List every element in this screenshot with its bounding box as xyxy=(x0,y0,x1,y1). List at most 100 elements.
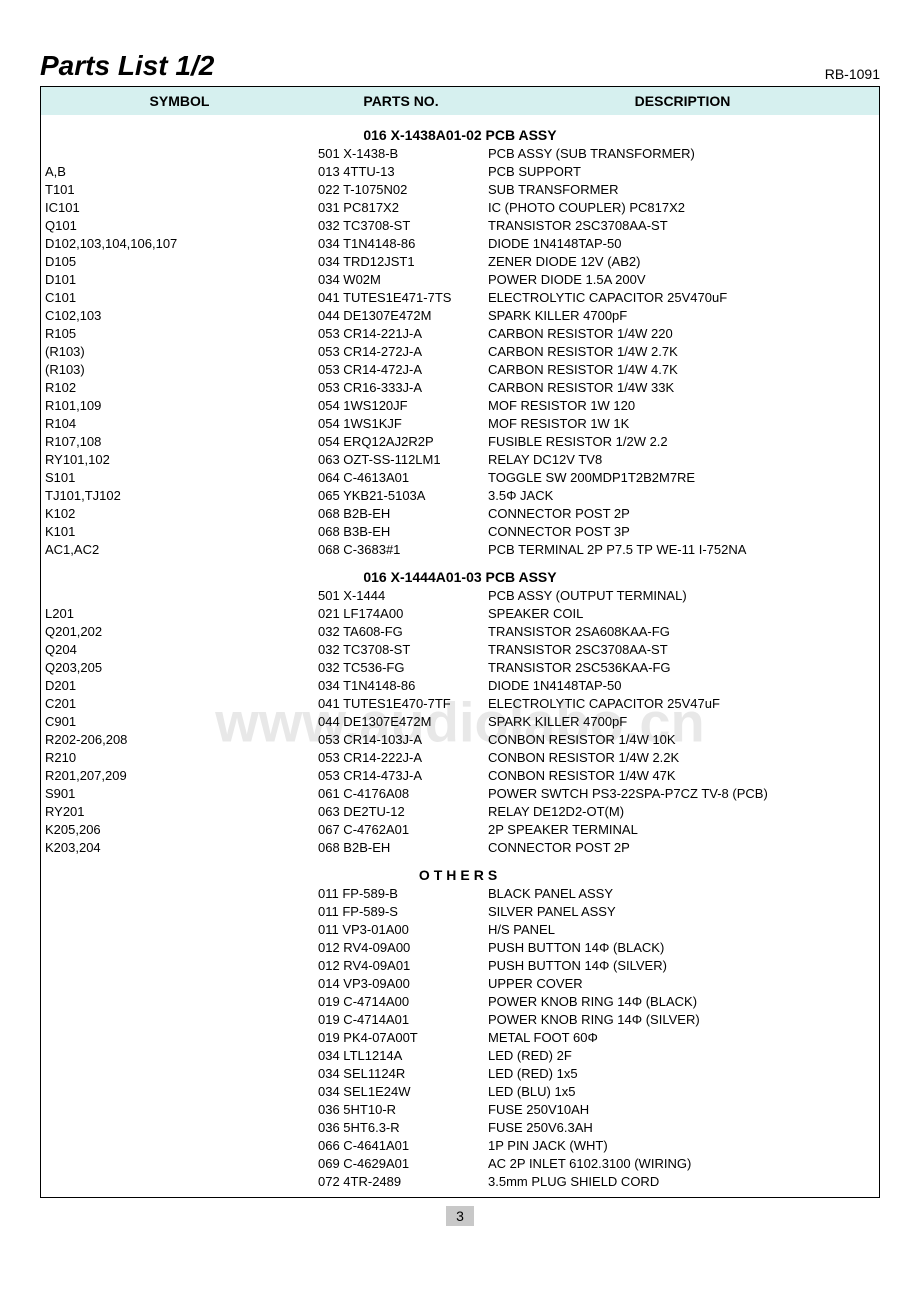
table-row: R102053 CR16-333J-ACARBON RESISTOR 1/4W … xyxy=(41,379,879,397)
cell-symbol: RY101,102 xyxy=(43,451,318,469)
cell-symbol: R202-206,208 xyxy=(43,731,318,749)
cell-desc: BLACK PANEL ASSY xyxy=(488,885,877,903)
cell-part: 041 TUTES1E471-7TS xyxy=(318,289,488,307)
cell-symbol: TJ101,TJ102 xyxy=(43,487,318,505)
col-description: DESCRIPTION xyxy=(635,93,731,109)
cell-symbol xyxy=(43,993,318,1011)
cell-part: 041 TUTES1E470-7TF xyxy=(318,695,488,713)
cell-part: 054 ERQ12AJ2R2P xyxy=(318,433,488,451)
table-row: S901061 C-4176A08POWER SWTCH PS3-22SPA-P… xyxy=(41,785,879,803)
cell-part: 032 TC3708-ST xyxy=(318,641,488,659)
table-row: 011 VP3-01A00H/S PANEL xyxy=(41,921,879,939)
table-row: 072 4TR-24893.5mm PLUG SHIELD CORD xyxy=(41,1173,879,1191)
cell-symbol: C102,103 xyxy=(43,307,318,325)
cell-part: 053 CR16-333J-A xyxy=(318,379,488,397)
table-row: C102,103044 DE1307E472MSPARK KILLER 4700… xyxy=(41,307,879,325)
cell-symbol xyxy=(43,1065,318,1083)
cell-symbol: Q203,205 xyxy=(43,659,318,677)
cell-part: 068 B2B-EH xyxy=(318,505,488,523)
cell-part: 501 X-1444 xyxy=(318,587,488,605)
table-row: Q203,205032 TC536-FGTRANSISTOR 2SC536KAA… xyxy=(41,659,879,677)
cell-desc: ELECTROLYTIC CAPACITOR 25V470uF xyxy=(488,289,877,307)
cell-part: 014 VP3-09A00 xyxy=(318,975,488,993)
table-row: RY201063 DE2TU-12RELAY DE12D2-OT(M) xyxy=(41,803,879,821)
table-row: 011 FP-589-SSILVER PANEL ASSY xyxy=(41,903,879,921)
cell-symbol: R101,109 xyxy=(43,397,318,415)
cell-symbol xyxy=(43,1011,318,1029)
table-row: A,B013 4TTU-13PCB SUPPORT xyxy=(41,163,879,181)
cell-part: 068 B3B-EH xyxy=(318,523,488,541)
cell-part: 054 1WS120JF xyxy=(318,397,488,415)
cell-symbol xyxy=(43,903,318,921)
cell-part: 022 T-1075N02 xyxy=(318,181,488,199)
cell-desc: MOF RESISTOR 1W 1K xyxy=(488,415,877,433)
cell-symbol: D105 xyxy=(43,253,318,271)
cell-desc: TRANSISTOR 2SC536KAA-FG xyxy=(488,659,877,677)
table-row: R202-206,208053 CR14-103J-ACONBON RESIST… xyxy=(41,731,879,749)
cell-part: 032 TC3708-ST xyxy=(318,217,488,235)
cell-part: 013 4TTU-13 xyxy=(318,163,488,181)
table-row: T101022 T-1075N02SUB TRANSFORMER xyxy=(41,181,879,199)
cell-desc: POWER DIODE 1.5A 200V xyxy=(488,271,877,289)
cell-desc: CONNECTOR POST 2P xyxy=(488,505,877,523)
cell-desc: CARBON RESISTOR 1/4W 220 xyxy=(488,325,877,343)
table-row: 501 X-1438-BPCB ASSY (SUB TRANSFORMER) xyxy=(41,145,879,163)
cell-symbol: (R103) xyxy=(43,343,318,361)
cell-desc: LED (BLU) 1x5 xyxy=(488,1083,877,1101)
cell-symbol xyxy=(43,1137,318,1155)
cell-symbol xyxy=(43,1119,318,1137)
table-row: RY101,102063 OZT-SS-112LM1RELAY DC12V TV… xyxy=(41,451,879,469)
cell-symbol: S101 xyxy=(43,469,318,487)
cell-symbol: RY201 xyxy=(43,803,318,821)
cell-part: 032 TA608-FG xyxy=(318,623,488,641)
cell-part: 019 C-4714A01 xyxy=(318,1011,488,1029)
cell-symbol: IC101 xyxy=(43,199,318,217)
model-number: RB-1091 xyxy=(825,66,880,82)
cell-part: 044 DE1307E472M xyxy=(318,307,488,325)
footer: 3 xyxy=(40,1206,880,1226)
table-row: 012 RV4-09A00PUSH BUTTON 14Φ (BLACK) xyxy=(41,939,879,957)
page-number: 3 xyxy=(446,1206,474,1226)
cell-part: 034 SEL1E24W xyxy=(318,1083,488,1101)
cell-symbol: R105 xyxy=(43,325,318,343)
table-row: 019 C-4714A01POWER KNOB RING 14Φ (SILVER… xyxy=(41,1011,879,1029)
cell-symbol xyxy=(43,1101,318,1119)
cell-part: 032 TC536-FG xyxy=(318,659,488,677)
cell-symbol xyxy=(43,885,318,903)
table-row: 501 X-1444PCB ASSY (OUTPUT TERMINAL) xyxy=(41,587,879,605)
table-row: 019 C-4714A00POWER KNOB RING 14Φ (BLACK) xyxy=(41,993,879,1011)
cell-desc: DIODE 1N4148TAP-50 xyxy=(488,235,877,253)
cell-desc: METAL FOOT 60Φ xyxy=(488,1029,877,1047)
table-row: Q204032 TC3708-STTRANSISTOR 2SC3708AA-ST xyxy=(41,641,879,659)
cell-symbol: T101 xyxy=(43,181,318,199)
table-row: R201,207,209053 CR14-473J-ACONBON RESIST… xyxy=(41,767,879,785)
col-symbol: SYMBOL xyxy=(150,93,210,109)
cell-symbol: R107,108 xyxy=(43,433,318,451)
table-row: D101034 W02MPOWER DIODE 1.5A 200V xyxy=(41,271,879,289)
cell-desc: CONNECTOR POST 3P xyxy=(488,523,877,541)
cell-desc: DIODE 1N4148TAP-50 xyxy=(488,677,877,695)
cell-part: 061 C-4176A08 xyxy=(318,785,488,803)
table-row: Q201,202032 TA608-FGTRANSISTOR 2SA608KAA… xyxy=(41,623,879,641)
cell-desc: RELAY DE12D2-OT(M) xyxy=(488,803,877,821)
cell-symbol: A,B xyxy=(43,163,318,181)
cell-part: 021 LF174A00 xyxy=(318,605,488,623)
cell-part: 034 T1N4148-86 xyxy=(318,677,488,695)
cell-symbol xyxy=(43,587,318,605)
cell-part: 034 LTL1214A xyxy=(318,1047,488,1065)
table-row: (R103)053 CR14-472J-ACARBON RESISTOR 1/4… xyxy=(41,361,879,379)
page-title: Parts List 1/2 xyxy=(40,50,214,82)
cell-part: 053 CR14-221J-A xyxy=(318,325,488,343)
cell-symbol: R210 xyxy=(43,749,318,767)
cell-desc: PCB SUPPORT xyxy=(488,163,877,181)
cell-part: 031 PC817X2 xyxy=(318,199,488,217)
table-row: 034 LTL1214ALED (RED) 2F xyxy=(41,1047,879,1065)
cell-desc: FUSIBLE RESISTOR 1/2W 2.2 xyxy=(488,433,877,451)
cell-desc: SPEAKER COIL xyxy=(488,605,877,623)
cell-desc: POWER KNOB RING 14Φ (SILVER) xyxy=(488,1011,877,1029)
cell-symbol: R201,207,209 xyxy=(43,767,318,785)
section-title: 016 X-1444A01-03 PCB ASSY xyxy=(41,559,879,587)
cell-desc: ELECTROLYTIC CAPACITOR 25V47uF xyxy=(488,695,877,713)
cell-desc: CARBON RESISTOR 1/4W 4.7K xyxy=(488,361,877,379)
cell-desc: TRANSISTOR 2SA608KAA-FG xyxy=(488,623,877,641)
